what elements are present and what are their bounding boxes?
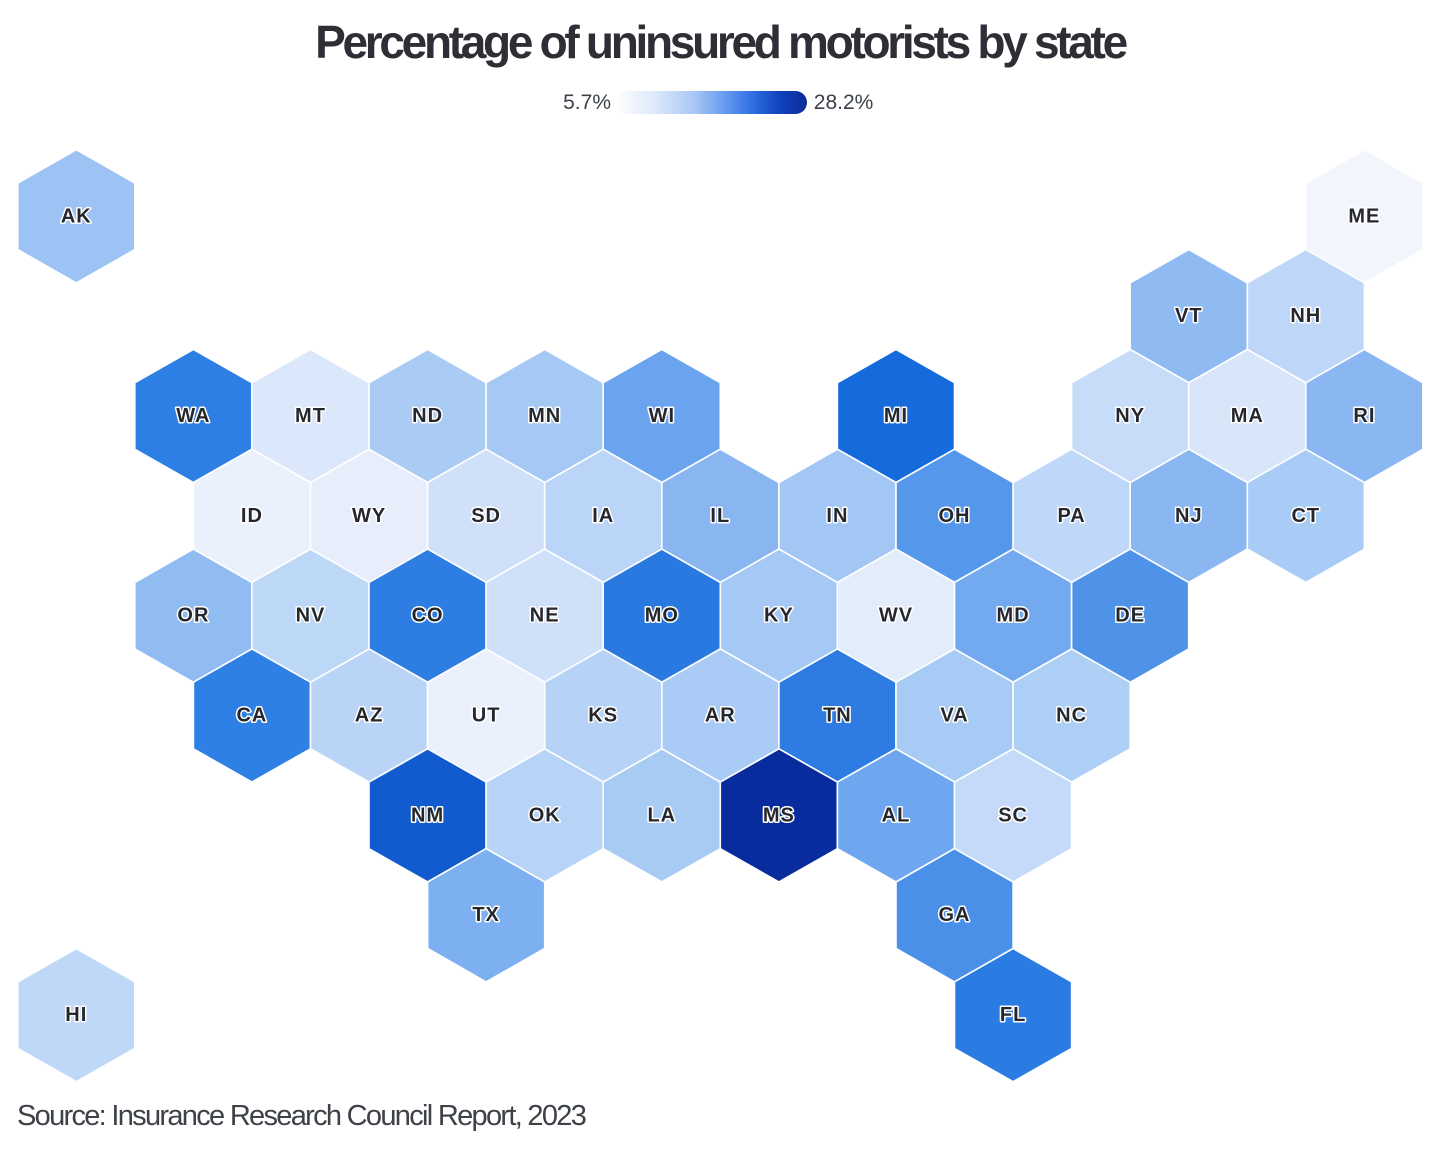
svg-text:CA: CA (236, 705, 267, 727)
svg-text:NJ: NJ (1175, 505, 1203, 527)
svg-text:WA: WA (176, 405, 210, 427)
svg-text:AL: AL (882, 804, 911, 826)
svg-text:PA: PA (1057, 505, 1085, 527)
svg-text:VT: VT (1175, 305, 1203, 327)
svg-text:NE: NE (530, 605, 560, 627)
svg-text:NY: NY (1115, 405, 1145, 427)
svg-text:NV: NV (296, 605, 326, 627)
svg-text:MN: MN (528, 405, 561, 427)
svg-text:HI: HI (65, 1004, 87, 1026)
svg-text:IN: IN (826, 505, 848, 527)
svg-text:AR: AR (705, 705, 736, 727)
svg-text:NH: NH (1290, 305, 1321, 327)
svg-text:TN: TN (823, 705, 852, 727)
svg-text:LA: LA (647, 804, 676, 826)
svg-text:SC: SC (998, 804, 1028, 826)
svg-text:KY: KY (764, 605, 794, 627)
svg-text:MS: MS (763, 804, 795, 826)
svg-text:MT: MT (295, 405, 326, 427)
svg-text:CT: CT (1291, 505, 1320, 527)
svg-text:UT: UT (472, 705, 501, 727)
svg-text:FL: FL (1000, 1004, 1026, 1026)
svg-text:OR: OR (177, 605, 209, 627)
svg-text:ND: ND (412, 405, 443, 427)
svg-text:CO: CO (412, 605, 444, 627)
svg-text:AK: AK (61, 205, 92, 227)
svg-text:MO: MO (645, 605, 679, 627)
svg-text:GA: GA (939, 904, 971, 926)
svg-text:NC: NC (1056, 705, 1087, 727)
svg-text:OH: OH (939, 505, 971, 527)
svg-text:WV: WV (879, 605, 913, 627)
svg-text:WY: WY (352, 505, 386, 527)
svg-text:SD: SD (471, 505, 501, 527)
svg-text:IL: IL (710, 505, 730, 527)
svg-text:AZ: AZ (355, 705, 384, 727)
svg-text:NM: NM (411, 804, 444, 826)
svg-text:ME: ME (1348, 205, 1380, 227)
svg-text:OK: OK (529, 804, 561, 826)
svg-text:DE: DE (1115, 605, 1145, 627)
svg-text:ID: ID (241, 505, 263, 527)
svg-text:VA: VA (940, 705, 968, 727)
svg-text:KS: KS (588, 705, 618, 727)
svg-text:MD: MD (997, 605, 1030, 627)
svg-text:MA: MA (1231, 405, 1264, 427)
svg-text:WI: WI (649, 405, 675, 427)
svg-text:RI: RI (1353, 405, 1375, 427)
svg-text:IA: IA (592, 505, 614, 527)
svg-text:TX: TX (472, 904, 500, 926)
svg-text:MI: MI (884, 405, 908, 427)
